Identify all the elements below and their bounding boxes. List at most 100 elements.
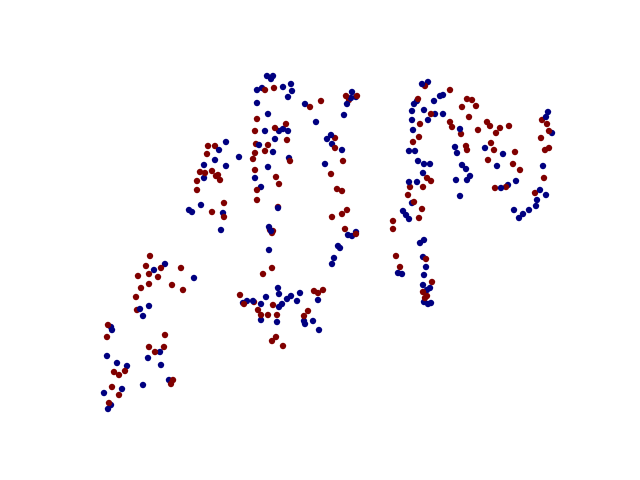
scatter-point-red (545, 144, 553, 152)
scatter-point-blue (284, 127, 292, 135)
scatter-point-blue (287, 292, 295, 300)
scatter-point-blue (253, 99, 261, 107)
scatter-point-blue (312, 118, 320, 126)
scatter-point-blue (512, 177, 520, 185)
scatter-point-blue (103, 352, 111, 360)
scatter-point-blue (161, 260, 169, 268)
scatter-point-blue (296, 289, 304, 297)
scatter-point-blue (411, 147, 419, 155)
scatter-point-red (115, 371, 123, 379)
scatter-point-red (240, 300, 248, 308)
scatter-point-blue (255, 141, 263, 149)
scatter-point-blue (113, 359, 121, 367)
scatter-point-red (196, 168, 204, 176)
scatter-point-blue (405, 178, 413, 186)
scatter-point-red (104, 321, 112, 329)
scatter-point-blue (136, 305, 144, 313)
scatter-point-blue (413, 178, 421, 186)
scatter-point-blue (458, 161, 466, 169)
scatter-point-red (115, 391, 123, 399)
scatter-point-blue (287, 80, 295, 88)
scatter-point-blue (284, 93, 292, 101)
scatter-point-red (496, 124, 504, 132)
scatter-point-blue (104, 405, 112, 413)
scatter-point-red (505, 122, 513, 130)
scatter-point-blue (399, 207, 407, 215)
scatter-point-red (272, 173, 280, 181)
points-layer (100, 72, 556, 413)
scatter-point-blue (211, 156, 219, 164)
scatter-point-red (396, 263, 404, 271)
scatter-point-red (214, 171, 222, 179)
scatter-point-blue (144, 354, 152, 362)
scatter-point-red (253, 186, 261, 194)
scatter-point-blue (222, 138, 230, 146)
scatter-point-blue (414, 157, 422, 165)
scatter-point-blue (251, 174, 259, 182)
scatter-point-blue (418, 80, 426, 88)
scatter-point-blue (264, 110, 272, 118)
scatter-point-red (110, 368, 118, 376)
scatter-point-red (286, 157, 294, 165)
scatter-point-red (343, 206, 351, 214)
scatter-point-blue (452, 176, 460, 184)
scatter-point-red (338, 210, 346, 218)
scatter-point-red (511, 148, 519, 156)
scatter-point-blue (424, 300, 432, 308)
scatter-point-blue (267, 75, 275, 83)
scatter-point-blue (262, 293, 270, 301)
scatter-point-blue (343, 100, 351, 108)
scatter-point-blue (301, 320, 309, 328)
scatter-point-red (352, 230, 360, 238)
scatter-point-blue (118, 385, 126, 393)
scatter-point-red (314, 289, 322, 297)
scatter-point-red (132, 293, 140, 301)
scatter-point-red (249, 155, 257, 163)
scatter-point-blue (525, 206, 533, 214)
scatter-point-red (389, 225, 397, 233)
scatter-point-blue (157, 361, 165, 369)
scatter-point-red (319, 286, 327, 294)
scatter-point-red (448, 123, 456, 131)
scatter-point-red (142, 262, 150, 270)
scatter-point-red (317, 97, 325, 105)
scatter-point-red (540, 174, 548, 182)
scatter-point-blue (533, 196, 541, 204)
scatter-point-red (406, 183, 414, 191)
scatter-point-blue (279, 83, 287, 91)
scatter-point-red (484, 156, 492, 164)
scatter-point-blue (274, 284, 282, 292)
scatter-point-blue (261, 127, 269, 135)
scatter-point-red (264, 141, 272, 149)
scatter-point-red (167, 380, 175, 388)
scatter-point-red (203, 150, 211, 158)
scatter-point-red (145, 270, 153, 278)
scatter-point-red (268, 264, 276, 272)
scatter-point-red (204, 142, 212, 150)
scatter-point-red (404, 191, 412, 199)
scatter-point-blue (426, 160, 434, 168)
scatter-point-blue (439, 91, 447, 99)
scatter-point-red (179, 286, 187, 294)
scatter-point-blue (481, 144, 489, 152)
scatter-point-red (251, 166, 259, 174)
scatter-point-blue (100, 389, 108, 397)
scatter-point-red (416, 120, 424, 128)
scatter-point-blue (328, 260, 336, 268)
scatter-point-blue (269, 148, 277, 156)
scatter-point-red (137, 284, 145, 292)
scatter-point-blue (274, 204, 282, 212)
scatter-point-blue (265, 246, 273, 254)
scatter-point-blue (273, 318, 281, 326)
scatter-point-red (121, 367, 129, 375)
scatter-point-red (427, 177, 435, 185)
scatter-point-blue (139, 381, 147, 389)
scatter-point-blue (430, 97, 438, 105)
scatter-point-blue (462, 165, 470, 173)
scatter-point-red (268, 337, 276, 345)
scatter-point-red (353, 92, 361, 100)
scatter-point-blue (156, 348, 164, 356)
scatter-point-red (220, 213, 228, 221)
scatter-point-red (502, 183, 510, 191)
